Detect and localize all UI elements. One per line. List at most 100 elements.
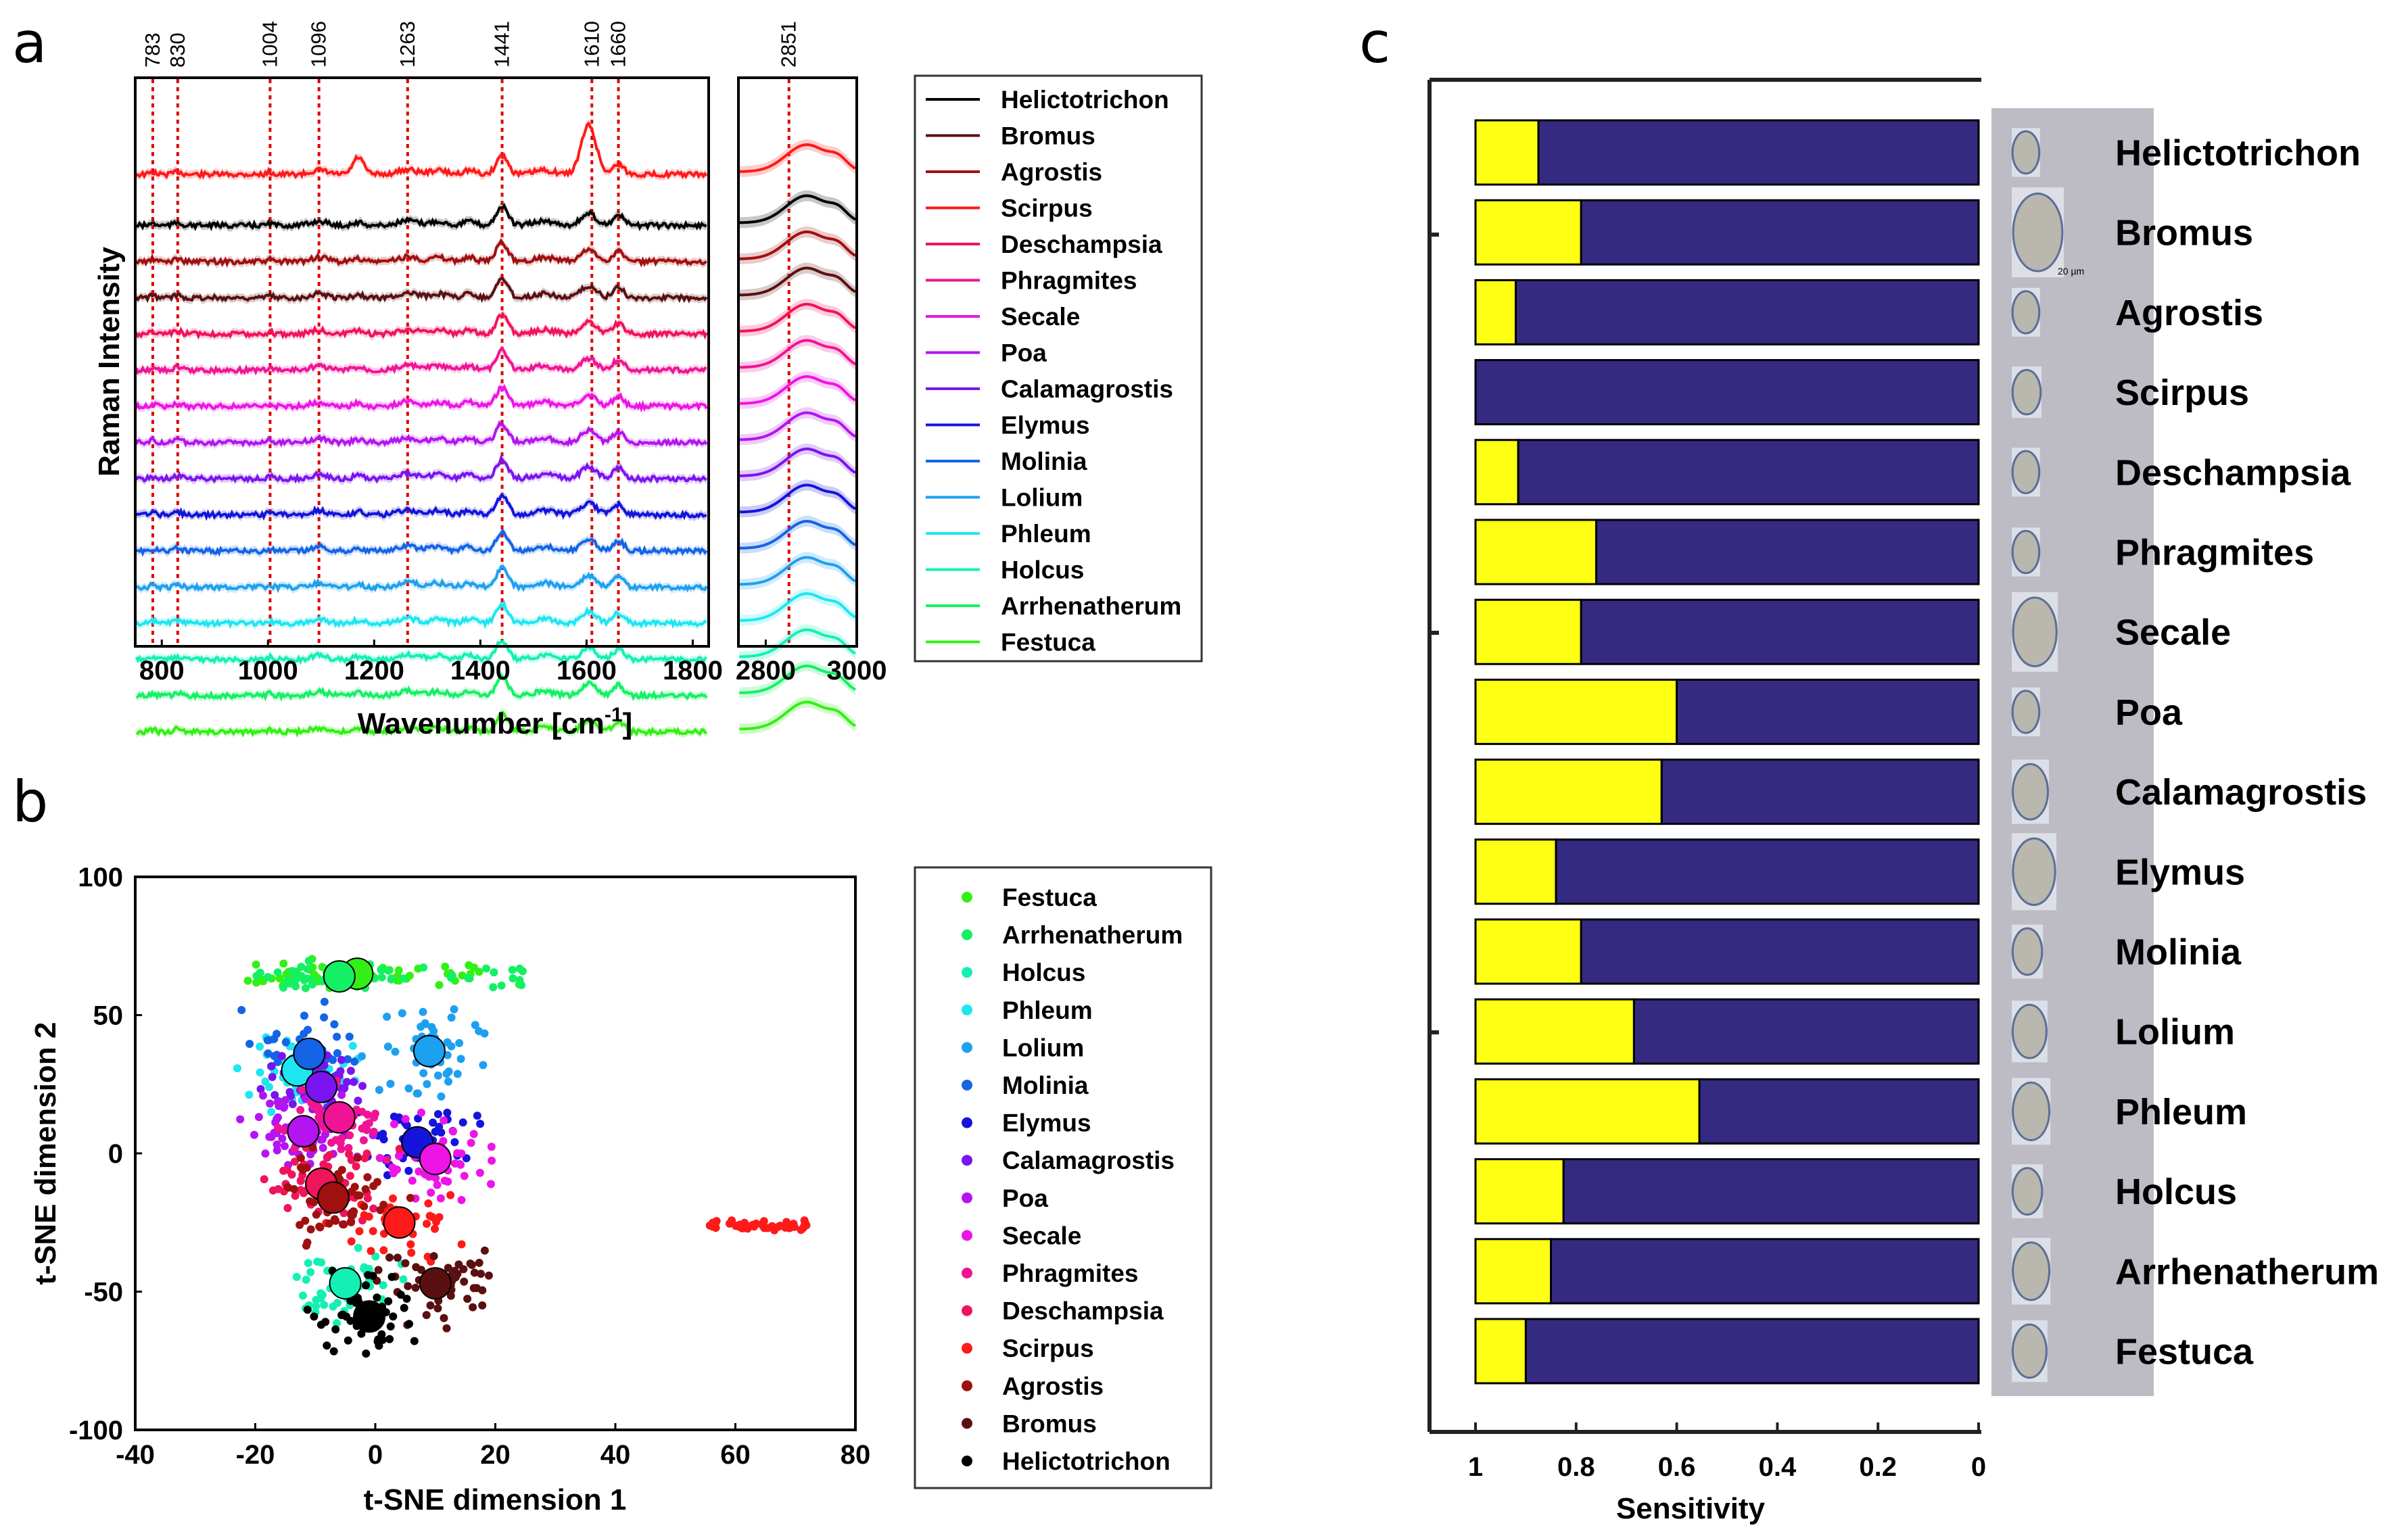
legend-marker-elymus <box>962 1117 972 1128</box>
scatter-point-calamagrostis <box>288 1100 297 1109</box>
scatter-point-agrostis <box>350 1207 358 1216</box>
scatter-point-lolium <box>444 1077 452 1086</box>
scatter-point-secale <box>427 1189 435 1197</box>
legend-marker-lolium <box>962 1042 972 1053</box>
scatter-point-arrhenatherum <box>286 979 295 988</box>
bar-remainder-phragmites <box>1474 519 1598 585</box>
scatter-point-agrostis <box>316 1223 325 1232</box>
legend-label-molinia: Molinia <box>1001 448 1087 475</box>
sensitivity-x-axis-label: Sensitivity <box>1616 1492 1766 1525</box>
scatter-point-agrostis <box>312 1210 321 1219</box>
scatter-point-poa <box>236 1115 245 1124</box>
scatter-point-phragmites <box>369 1128 378 1136</box>
scatter-point-arrhenatherum <box>377 973 386 982</box>
scatter-point-calamagrostis <box>270 1090 279 1099</box>
scatter-point-secale <box>449 1127 457 1136</box>
scatter-point-agrostis <box>363 1173 372 1182</box>
scatter-point-lolium <box>443 1051 452 1059</box>
scatter-point-molinia <box>320 1013 329 1022</box>
scatter-point-secale <box>390 1120 398 1128</box>
scatter-point-agrostis <box>353 1153 362 1162</box>
legend-marker-deschampsia <box>962 1305 972 1316</box>
scatter-point-lolium <box>447 1042 456 1051</box>
bar-remainder-lolium <box>1474 998 1635 1065</box>
scatter-point-deschampsia <box>323 1153 331 1161</box>
scatter-point-bromus <box>478 1286 487 1295</box>
bar-sensitivity-lolium <box>1632 998 1980 1065</box>
scatter-point-elymus <box>476 1120 485 1128</box>
scatter-point-phragmites <box>359 1136 368 1145</box>
scatter-point-holcus <box>333 1319 341 1328</box>
tsne-centroids <box>281 957 452 1333</box>
centroid-phragmites <box>323 1101 356 1134</box>
scatter-point-lolium <box>480 1029 489 1038</box>
genus-label-bromus: Bromus <box>2115 213 2253 254</box>
legend-label-agrostis: Agrostis <box>1001 158 1102 186</box>
scatter-point-agrostis <box>301 1216 310 1225</box>
scatter-point-bromus <box>460 1277 469 1286</box>
spectrum-line-elymus <box>135 494 707 521</box>
scatter-point-helictotrichon <box>369 1272 377 1280</box>
centroid-helictotrichon <box>353 1300 386 1333</box>
scatter-point-holcus <box>320 1301 329 1310</box>
scatter-point-elymus <box>443 1108 452 1117</box>
spectra-legend: Helictotrichon Bromus Agrostis Scirpus Desch… <box>926 86 1181 656</box>
scatter-point-poa <box>273 1098 282 1106</box>
peak-label-783: 783 <box>141 32 164 68</box>
scatter-point-molinia <box>333 1032 341 1041</box>
scatter-point-agrostis <box>348 1187 356 1196</box>
sensitivity-panel: 1 0.8 0.6 0.4 0.2 0 Sensitivity 20 µm Helicto… <box>1427 78 2379 1525</box>
tsne-panel: -40 -20 0 20 40 60 80 100 50 0 -50 -100 t-SNE dimen… <box>29 863 1212 1516</box>
legend-label-phragmites: Phragmites <box>1002 1260 1139 1287</box>
centroid-calamagrostis <box>305 1070 338 1103</box>
scatter-point-secale <box>408 1176 417 1185</box>
legend-label-phleum: Phleum <box>1001 520 1091 548</box>
centroid-lolium <box>412 1034 446 1068</box>
scatter-point-poa <box>337 1090 346 1099</box>
bar-remainder-calamagrostis <box>1474 759 1663 825</box>
scatter-point-deschampsia <box>296 1176 305 1185</box>
legend-label-arrhenatherum: Arrhenatherum <box>1001 592 1181 620</box>
legend-marker-festuca <box>962 892 972 903</box>
bar-remainder-holcus <box>1474 1158 1565 1225</box>
scatter-point-festuca <box>394 966 403 975</box>
scatter-point-scirpus <box>750 1222 759 1231</box>
scatter-point-bromus <box>385 1253 394 1262</box>
x-tick-label: 0.6 <box>1658 1452 1696 1482</box>
pollen-grain-bromus <box>2012 192 2064 272</box>
legend-marker-calamagrostis <box>962 1155 972 1166</box>
scatter-point-elymus <box>429 1118 438 1127</box>
scatter-point-bromus <box>374 1266 383 1274</box>
scatter-point-helictotrichon <box>386 1322 395 1331</box>
spectra-x-axis-label-close: ] <box>623 707 633 740</box>
pollen-grain-holcus <box>2011 1167 2044 1216</box>
x-tick-label: 60 <box>720 1440 751 1470</box>
x-tick-label: 80 <box>841 1440 871 1470</box>
centroid-scirpus <box>383 1206 416 1239</box>
panel-letter-c: c <box>1359 9 1390 76</box>
pollen-grain-scirpus <box>2011 368 2042 416</box>
scatter-point-festuca <box>405 972 414 980</box>
scatter-point-molinia <box>350 1057 359 1066</box>
pollen-grain-festuca <box>2011 1323 2048 1379</box>
legend-label-deschampsia: Deschampsia <box>1001 231 1162 258</box>
bar-sensitivity-secale <box>1580 598 1980 665</box>
peak-label-830: 830 <box>166 32 189 68</box>
scatter-point-scirpus <box>743 1224 752 1233</box>
pollen-grain-agrostis <box>2011 290 2041 335</box>
scatter-point-bromus <box>477 1270 485 1278</box>
scatter-point-lolium <box>358 1052 366 1061</box>
scatter-point-calamagrostis <box>268 1073 277 1081</box>
scatter-point-helictotrichon <box>331 1325 340 1334</box>
scatter-point-phragmites <box>344 1144 353 1152</box>
scatter-point-arrhenatherum <box>490 968 498 977</box>
scatter-point-phragmites <box>280 1126 289 1135</box>
scatter-point-scirpus <box>369 1227 377 1235</box>
scatter-point-bromus <box>444 1264 452 1272</box>
bar-sensitivity-phleum <box>1698 1078 1980 1145</box>
scatter-point-helictotrichon <box>303 1305 312 1314</box>
scatter-point-arrhenatherum <box>384 966 393 975</box>
scatter-point-festuca <box>252 978 260 987</box>
scatter-point-arrhenatherum <box>464 974 473 982</box>
scatter-point-agrostis <box>406 1193 415 1202</box>
